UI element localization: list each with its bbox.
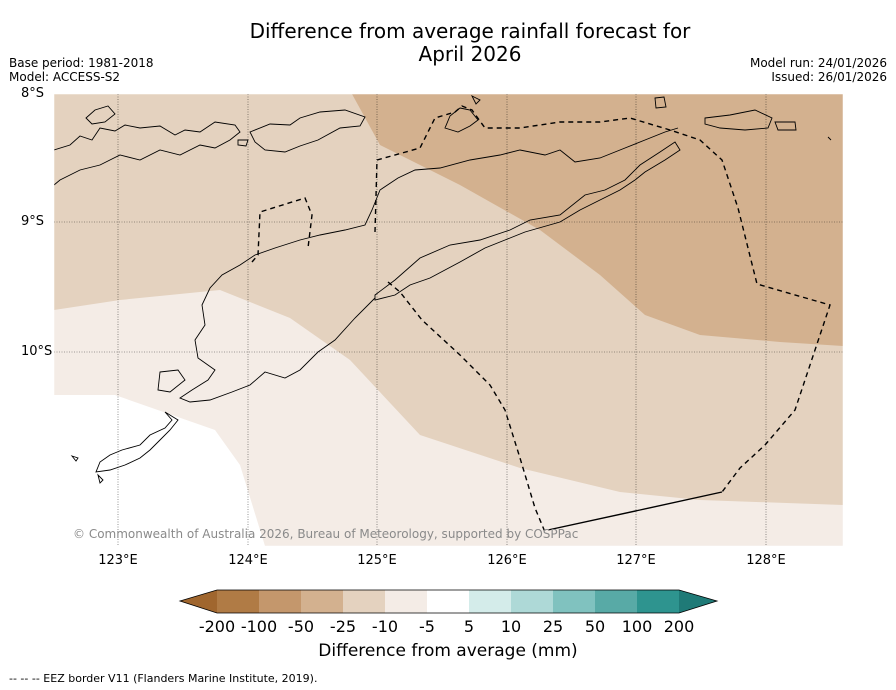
copyright-notice: © Commonwealth of Australia 2026, Bureau…: [73, 527, 579, 541]
lat-label-8s: 8°S: [21, 86, 45, 101]
issued-date: Issued: 26/01/2026: [771, 70, 887, 84]
colorbar: [178, 589, 719, 614]
colorbar-low-extension: [180, 590, 217, 613]
colorbar-bin-6: [427, 590, 469, 613]
legend-label: 200: [663, 617, 695, 636]
coastlines: [54, 94, 832, 484]
colorbar-bin-3: [301, 590, 343, 613]
lon-label-127e: 127°E: [616, 553, 656, 568]
lon-label-128e: 128°E: [746, 553, 786, 568]
eez-border-solid: [547, 491, 723, 531]
map-frame: [53, 93, 844, 547]
legend-label: 25: [542, 617, 564, 636]
legend-label: 50: [584, 617, 606, 636]
legend-title: Difference from average (mm): [318, 641, 578, 661]
legend-label: -100: [240, 617, 278, 636]
colorbar-bin-10: [595, 590, 637, 613]
legend-label: -10: [371, 617, 399, 636]
colorbar-bin-1: [217, 590, 259, 613]
model-name: Model: ACCESS-S2: [9, 70, 121, 84]
legend-label: 10: [500, 617, 522, 636]
lat-label-10s: 10°S: [21, 344, 53, 359]
colorbar-bin-7: [469, 590, 511, 613]
map-panel: [54, 94, 843, 546]
colorbar-high-extension: [679, 590, 717, 613]
legend-label: -5: [419, 617, 435, 636]
title-line-2: April 2026: [418, 42, 522, 66]
meta-right: Model run: 24/01/2026 Issued: 26/01/2026: [750, 56, 887, 84]
legend-label: -25: [329, 617, 357, 636]
legend-label: 5: [463, 617, 475, 636]
lon-label-125e: 125°E: [357, 553, 397, 568]
colorbar-bin-4: [343, 590, 385, 613]
legend-label: -200: [198, 617, 236, 636]
eez-border: [251, 105, 831, 533]
lon-label-126e: 126°E: [487, 553, 527, 568]
colorbar-bin-11: [637, 590, 679, 613]
eez-footnote: -- -- -- EEZ border V11 (Flanders Marine…: [9, 672, 318, 685]
shade-band-minus25: [352, 94, 843, 346]
lat-label-9s: 9°S: [21, 214, 45, 229]
model-run: Model run: 24/01/2026: [749, 56, 887, 70]
meta-left: Base period: 1981-2018 Model: ACCESS-S2: [9, 56, 154, 84]
legend-label: 100: [621, 617, 653, 636]
colorbar-bin-5: [385, 590, 427, 613]
colorbar-bin-8: [511, 590, 553, 613]
legend-label: -50: [287, 617, 315, 636]
colorbar-bin-2: [259, 590, 301, 613]
lon-label-123e: 123°E: [98, 553, 138, 568]
colorbar-bin-9: [553, 590, 595, 613]
lon-label-124e: 124°E: [228, 553, 268, 568]
map-title: Difference from average rainfall forecas…: [200, 20, 740, 66]
colorbar-outline: [178, 589, 719, 614]
title-line-1: Difference from average rainfall forecas…: [249, 19, 691, 43]
base-period: Base period: 1981-2018: [9, 56, 154, 70]
